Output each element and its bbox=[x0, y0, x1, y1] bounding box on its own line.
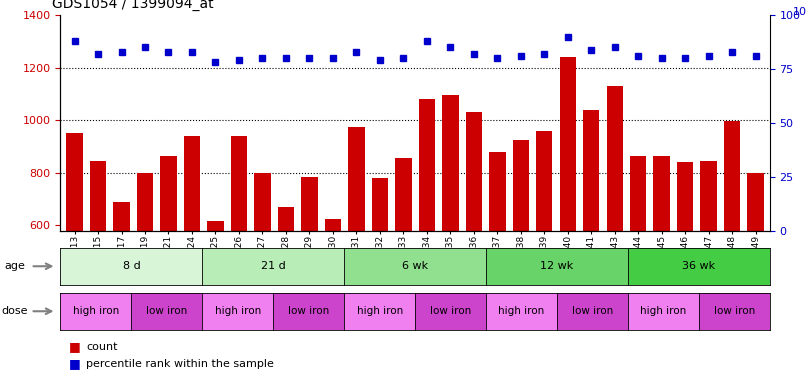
Bar bbox=[536, 131, 552, 231]
Bar bbox=[724, 122, 741, 231]
Bar bbox=[418, 99, 435, 231]
Bar bbox=[184, 136, 200, 231]
Text: ■: ■ bbox=[69, 340, 81, 353]
Text: count: count bbox=[86, 342, 118, 352]
Text: dose: dose bbox=[2, 306, 28, 316]
Text: percentile rank within the sample: percentile rank within the sample bbox=[86, 359, 274, 369]
Bar bbox=[160, 156, 177, 231]
Bar bbox=[700, 161, 717, 231]
Text: 6 wk: 6 wk bbox=[402, 261, 428, 271]
Text: high iron: high iron bbox=[498, 306, 545, 316]
Bar bbox=[442, 95, 459, 231]
Bar bbox=[747, 173, 764, 231]
Bar bbox=[254, 173, 271, 231]
Bar bbox=[348, 127, 364, 231]
Text: 36 wk: 36 wk bbox=[682, 261, 716, 271]
Bar bbox=[677, 162, 693, 231]
Bar bbox=[583, 110, 600, 231]
Text: GDS1054 / 1399094_at: GDS1054 / 1399094_at bbox=[52, 0, 214, 11]
Bar bbox=[207, 221, 224, 231]
Bar bbox=[278, 207, 294, 231]
Text: high iron: high iron bbox=[214, 306, 261, 316]
Bar bbox=[489, 152, 505, 231]
Text: 21 d: 21 d bbox=[261, 261, 285, 271]
Bar bbox=[630, 156, 646, 231]
Text: low iron: low iron bbox=[146, 306, 188, 316]
Bar bbox=[559, 57, 576, 231]
Bar bbox=[301, 177, 318, 231]
Text: high iron: high iron bbox=[640, 306, 687, 316]
Text: low iron: low iron bbox=[713, 306, 755, 316]
Text: age: age bbox=[4, 261, 25, 271]
Bar bbox=[395, 158, 412, 231]
Bar bbox=[231, 136, 247, 231]
Bar bbox=[466, 112, 482, 231]
Bar bbox=[654, 156, 670, 231]
Text: 8 d: 8 d bbox=[123, 261, 140, 271]
Text: low iron: low iron bbox=[430, 306, 472, 316]
Bar bbox=[372, 178, 388, 231]
Text: ■: ■ bbox=[69, 357, 81, 370]
Bar bbox=[114, 202, 130, 231]
Bar bbox=[606, 86, 623, 231]
Text: high iron: high iron bbox=[73, 306, 119, 316]
Bar bbox=[513, 140, 529, 231]
Text: high iron: high iron bbox=[356, 306, 403, 316]
Text: low iron: low iron bbox=[288, 306, 330, 316]
Y-axis label: 100%: 100% bbox=[793, 8, 806, 18]
Bar bbox=[66, 134, 83, 231]
Bar bbox=[89, 161, 106, 231]
Bar bbox=[137, 173, 153, 231]
Text: low iron: low iron bbox=[571, 306, 613, 316]
Bar bbox=[325, 219, 341, 231]
Text: 12 wk: 12 wk bbox=[540, 261, 574, 271]
